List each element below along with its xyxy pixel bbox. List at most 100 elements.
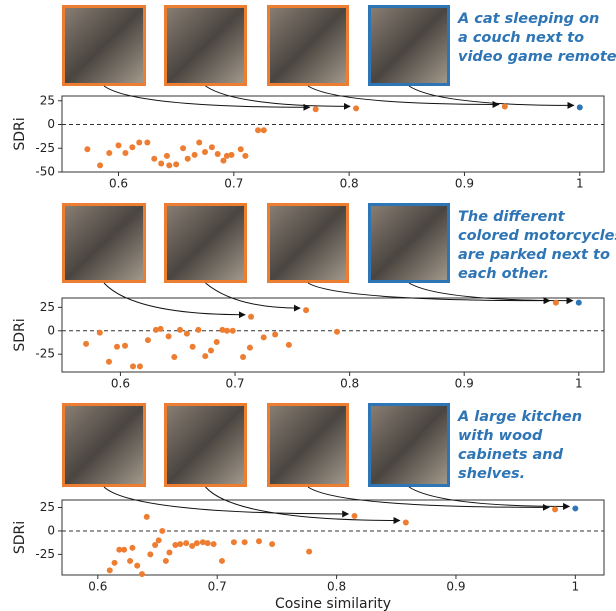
data-point bbox=[204, 540, 211, 547]
data-point bbox=[134, 562, 141, 569]
data-point bbox=[155, 537, 162, 544]
data-point bbox=[193, 540, 200, 547]
data-point bbox=[219, 326, 226, 333]
arrow bbox=[103, 282, 246, 319]
y-axis-label: SDRi bbox=[12, 521, 28, 554]
data-point bbox=[260, 334, 267, 341]
arrow bbox=[205, 486, 401, 524]
x-tick-label: 0.9 bbox=[455, 377, 474, 391]
y-axis-label: SDRi bbox=[12, 318, 28, 351]
data-point bbox=[552, 506, 559, 513]
data-point bbox=[115, 142, 122, 149]
y-tick-label: -25 bbox=[35, 547, 55, 561]
caption: colored motorcycles bbox=[458, 228, 616, 244]
data-point bbox=[201, 149, 208, 156]
arrow bbox=[205, 282, 301, 312]
plot-frame bbox=[61, 499, 605, 576]
caption: a couch next to bbox=[458, 30, 584, 46]
y-axis-label: SDRi bbox=[12, 117, 28, 150]
data-point bbox=[183, 330, 190, 337]
data-point bbox=[144, 139, 151, 146]
y-tick-label: 0 bbox=[47, 523, 55, 537]
data-point bbox=[158, 160, 165, 167]
data-point bbox=[172, 542, 179, 548]
y-tick-label: 25 bbox=[40, 93, 55, 107]
x-tick-label: 0.8 bbox=[340, 377, 359, 391]
x-axis-label: Cosine similarity bbox=[275, 596, 391, 611]
data-point bbox=[121, 546, 128, 553]
arrow bbox=[408, 282, 574, 305]
data-point bbox=[84, 146, 91, 153]
data-point bbox=[213, 339, 220, 346]
caption: video game remotes. bbox=[458, 49, 616, 65]
data-point bbox=[159, 527, 166, 534]
data-point bbox=[127, 557, 134, 564]
image bbox=[164, 203, 247, 283]
image bbox=[164, 403, 247, 487]
y-tick-label: 0 bbox=[47, 323, 55, 337]
data-point bbox=[334, 328, 341, 335]
image bbox=[267, 403, 349, 487]
x-tick-label: 0.6 bbox=[88, 580, 107, 594]
data-point bbox=[96, 329, 103, 336]
data-point bbox=[196, 139, 203, 146]
data-point bbox=[501, 103, 508, 110]
data-point bbox=[576, 104, 583, 111]
data-point bbox=[147, 551, 154, 558]
data-point bbox=[229, 327, 236, 334]
image bbox=[267, 203, 349, 283]
caption: shelves. bbox=[458, 466, 525, 482]
x-tick-label: 0.7 bbox=[225, 377, 244, 391]
plot-frame bbox=[61, 95, 605, 173]
data-point bbox=[130, 363, 137, 370]
y-tick-label: 0 bbox=[47, 117, 55, 131]
data-point bbox=[248, 313, 255, 320]
caption: The different bbox=[458, 209, 566, 225]
data-point bbox=[220, 157, 227, 164]
data-point bbox=[97, 162, 104, 169]
arrow bbox=[103, 486, 350, 518]
data-point bbox=[138, 571, 145, 578]
data-point bbox=[312, 106, 319, 113]
caption: A large kitchen bbox=[457, 409, 582, 425]
data-point bbox=[351, 512, 358, 519]
data-point bbox=[189, 542, 196, 549]
data-point bbox=[143, 513, 150, 520]
data-point bbox=[285, 341, 292, 348]
data-point bbox=[157, 325, 164, 332]
data-point bbox=[163, 152, 170, 159]
data-point bbox=[230, 539, 237, 546]
data-point bbox=[242, 152, 249, 159]
x-tick-label: 0.8 bbox=[327, 580, 346, 594]
arrow bbox=[307, 282, 551, 305]
data-point bbox=[218, 557, 225, 564]
data-point bbox=[136, 139, 143, 146]
data-point bbox=[129, 544, 136, 551]
data-point bbox=[151, 155, 158, 162]
data-point bbox=[173, 161, 180, 168]
caption: A cat sleeping on bbox=[457, 11, 599, 27]
data-point bbox=[152, 326, 159, 333]
data-point bbox=[241, 539, 248, 546]
data-point bbox=[122, 342, 129, 349]
image bbox=[62, 203, 146, 283]
data-point bbox=[214, 150, 221, 157]
data-point bbox=[195, 326, 202, 333]
data-point bbox=[129, 144, 136, 151]
image bbox=[368, 203, 450, 283]
x-tick-label: 0.7 bbox=[224, 177, 243, 191]
data-point bbox=[116, 546, 123, 553]
data-point bbox=[180, 145, 187, 152]
y-tick-label: -50 bbox=[35, 165, 55, 179]
image bbox=[164, 5, 247, 86]
data-point bbox=[177, 541, 184, 548]
x-tick-label: 0.9 bbox=[455, 177, 474, 191]
arrow bbox=[408, 486, 571, 510]
y-tick-label: -25 bbox=[35, 141, 55, 155]
data-point bbox=[237, 146, 244, 153]
data-point bbox=[165, 333, 172, 340]
data-point bbox=[272, 331, 279, 338]
data-point bbox=[575, 299, 582, 306]
image bbox=[267, 5, 349, 86]
